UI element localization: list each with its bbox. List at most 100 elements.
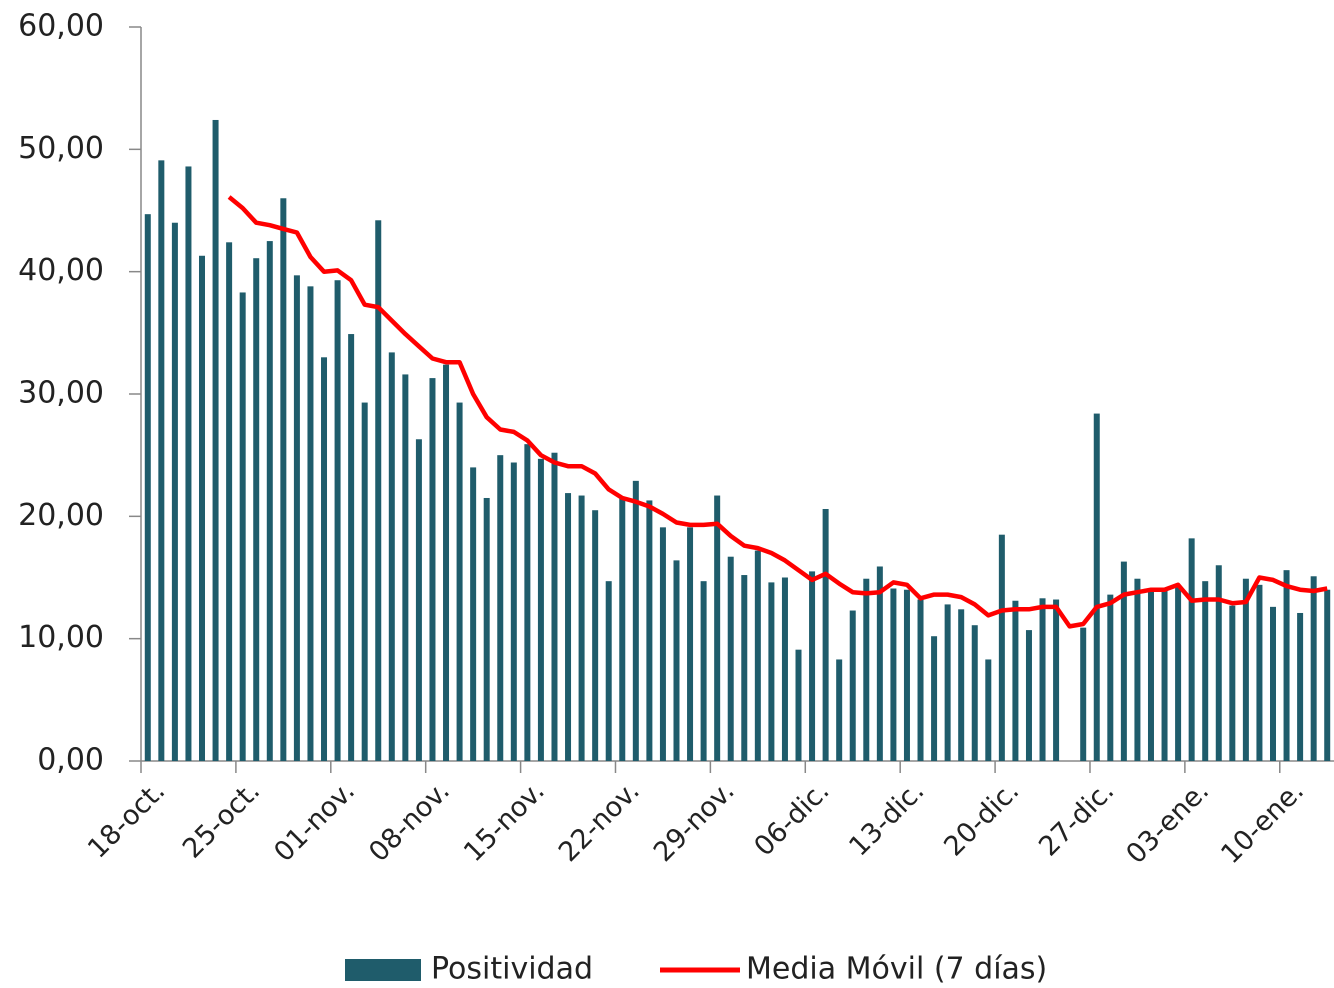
bar: [1161, 589, 1168, 761]
bar: [375, 220, 382, 761]
bar: [592, 510, 599, 761]
bar: [1025, 630, 1032, 761]
bar: [1188, 538, 1195, 761]
bar: [1039, 598, 1046, 761]
legend-label: Positividad: [431, 952, 593, 987]
bar: [565, 493, 572, 761]
bar: [1202, 581, 1209, 761]
bar: [510, 462, 517, 761]
bar: [768, 582, 775, 761]
bar: [714, 495, 721, 761]
bar: [673, 560, 680, 761]
bar: [1310, 576, 1317, 761]
bar: [903, 589, 910, 761]
bar: [632, 480, 639, 761]
bar: [537, 458, 544, 761]
bar: [687, 527, 694, 761]
bar: [226, 242, 233, 762]
bar: [456, 402, 463, 761]
bar: [1297, 612, 1304, 761]
x-tick-label: 15-nov.: [458, 775, 551, 868]
x-tick-label: 29-nov.: [648, 775, 741, 868]
bar: [1107, 594, 1114, 761]
x-tick-label: 25-oct.: [177, 775, 266, 864]
bar: [958, 609, 965, 761]
bar: [849, 610, 856, 761]
bar: [483, 497, 490, 761]
y-tick-label: 50,00: [18, 131, 104, 166]
y-tick-label: 30,00: [18, 376, 104, 411]
bar: [917, 599, 924, 761]
bar: [253, 258, 260, 761]
bar: [199, 255, 206, 761]
x-tick-label: 22-nov.: [553, 775, 646, 868]
legend-label: Media Móvil (7 días): [746, 952, 1047, 987]
bar: [1134, 578, 1141, 761]
bar: [1269, 606, 1276, 761]
x-tick-label: 20-dic.: [938, 775, 1025, 862]
x-tick-label: 27-dic.: [1033, 775, 1120, 862]
y-tick-label: 60,00: [18, 9, 104, 44]
bar: [700, 581, 707, 761]
bar: [890, 588, 897, 761]
bar: [158, 160, 165, 762]
bar: [619, 496, 626, 761]
x-tick-label: 06-dic.: [748, 775, 835, 862]
bar: [443, 364, 450, 761]
bar: [931, 636, 938, 761]
bar: [795, 649, 802, 761]
bar: [863, 578, 870, 761]
bar: [415, 439, 422, 761]
bar: [1242, 578, 1249, 761]
bar: [334, 280, 341, 761]
legend-swatch: [345, 959, 421, 981]
bar: [1283, 570, 1290, 761]
bar: [1215, 565, 1222, 761]
x-tick-label: 08-nov.: [363, 775, 456, 868]
bar: [239, 292, 246, 761]
bar: [809, 571, 816, 761]
bar: [321, 357, 328, 761]
bar: [971, 625, 978, 761]
bar: [1012, 600, 1019, 761]
bar: [185, 166, 192, 761]
bar: [524, 444, 531, 761]
bar: [985, 659, 992, 761]
bar: [212, 119, 219, 762]
bar: [1175, 586, 1182, 761]
bar: [307, 286, 314, 761]
y-tick-label: 0,00: [37, 743, 104, 778]
bar: [171, 222, 178, 761]
bar: [1093, 413, 1100, 761]
line: [227, 195, 1328, 629]
y-tick-label: 20,00: [18, 498, 104, 533]
bar: [659, 527, 666, 761]
bar: [266, 241, 273, 762]
bar: [429, 378, 436, 761]
bar: [754, 550, 761, 761]
bar: [497, 455, 504, 761]
x-tick-label: 01-nov.: [268, 775, 361, 868]
bar: [727, 556, 734, 761]
bar: [944, 604, 951, 761]
bar: [822, 508, 829, 761]
bar: [1256, 584, 1263, 761]
x-tick-label: 10-ene.: [1215, 775, 1310, 870]
bar: [470, 467, 477, 761]
bar: [1324, 589, 1331, 761]
bar: [646, 500, 653, 761]
bar: [361, 402, 368, 761]
bar: [388, 352, 395, 761]
bar: [1080, 627, 1087, 761]
bar: [348, 334, 355, 761]
bar: [836, 659, 843, 761]
bar: [144, 214, 151, 762]
bar: [402, 374, 409, 761]
x-tick-label: 13-dic.: [843, 775, 930, 862]
bar: [1229, 605, 1236, 761]
x-tick-label: 18-oct.: [82, 775, 171, 864]
y-tick-label: 10,00: [18, 620, 104, 655]
bar: [876, 566, 883, 761]
y-tick-label: 40,00: [18, 253, 104, 288]
